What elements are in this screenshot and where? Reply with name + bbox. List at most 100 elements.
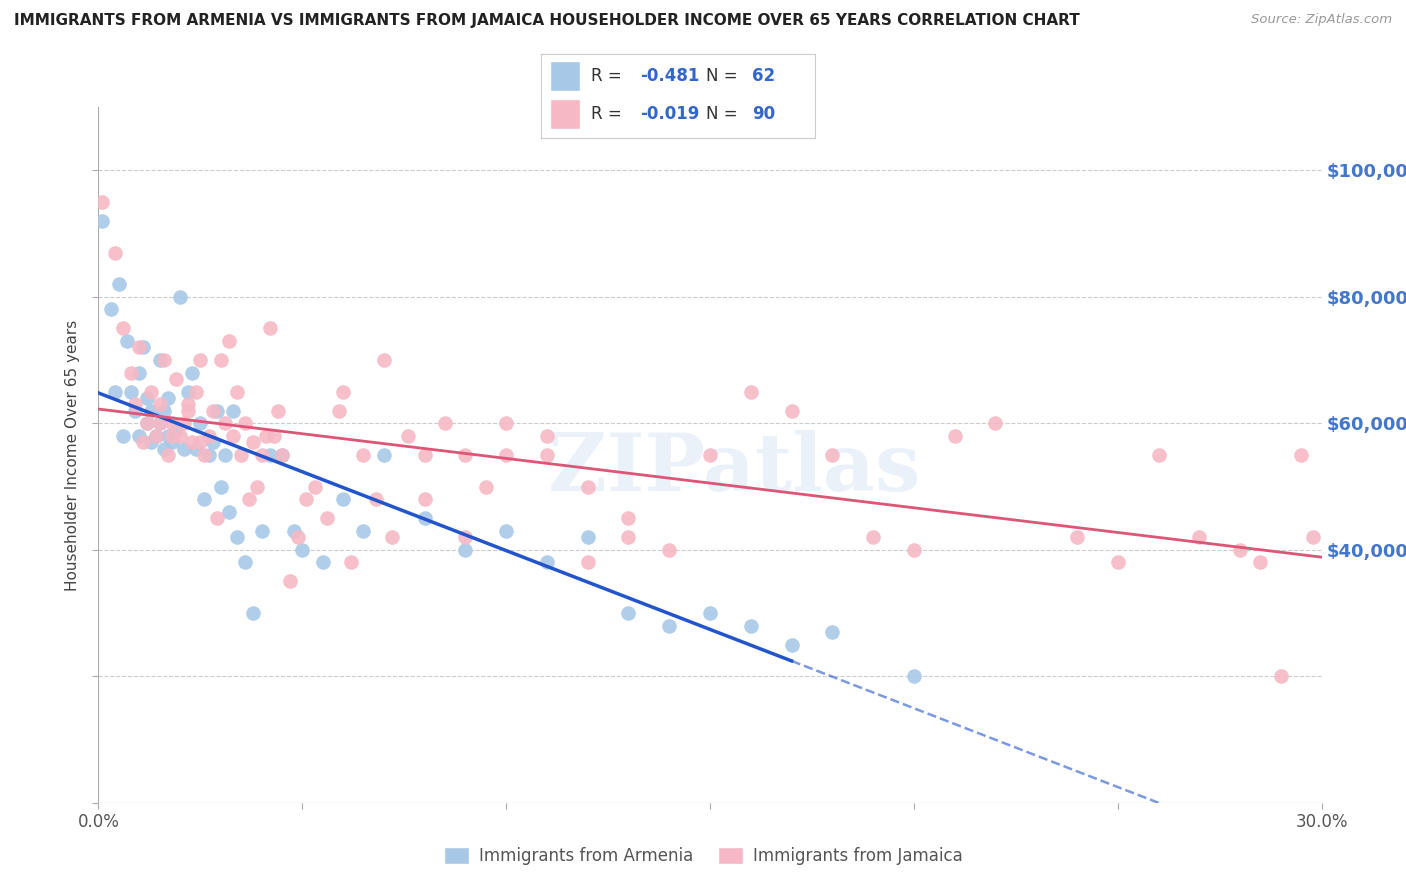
- Point: [699, 448, 721, 462]
- Point: [454, 530, 477, 544]
- Point: [1107, 556, 1129, 570]
- Point: [413, 511, 436, 525]
- Point: [214, 448, 236, 462]
- Point: [169, 290, 191, 304]
- Point: [181, 435, 204, 450]
- Point: [780, 403, 803, 417]
- Point: [173, 417, 195, 431]
- Point: [177, 397, 200, 411]
- Point: [780, 638, 803, 652]
- Point: [233, 556, 256, 570]
- Point: [242, 606, 264, 620]
- Point: [270, 448, 294, 462]
- Point: [495, 417, 517, 431]
- Point: [111, 429, 134, 443]
- Point: [263, 429, 285, 443]
- Point: [740, 618, 762, 632]
- Point: [352, 448, 374, 462]
- Point: [124, 403, 146, 417]
- Point: [270, 448, 294, 462]
- Point: [160, 429, 183, 443]
- Point: [100, 302, 122, 317]
- Point: [1270, 669, 1292, 683]
- Point: [214, 417, 236, 431]
- Point: [222, 403, 245, 417]
- Point: [231, 448, 253, 462]
- Point: [201, 435, 224, 450]
- Point: [617, 511, 640, 525]
- Point: [576, 479, 599, 493]
- Point: [278, 574, 301, 589]
- Point: [315, 511, 337, 525]
- Point: [218, 505, 240, 519]
- Point: [267, 403, 290, 417]
- Point: [495, 448, 517, 462]
- Text: ZIPatlas: ZIPatlas: [548, 430, 921, 508]
- Point: [193, 492, 215, 507]
- Point: [104, 384, 127, 399]
- Point: [218, 334, 240, 348]
- Point: [145, 429, 167, 443]
- Point: [136, 391, 159, 405]
- Point: [201, 403, 224, 417]
- Point: [259, 321, 281, 335]
- Point: [104, 245, 127, 260]
- Point: [434, 417, 457, 431]
- Point: [145, 429, 167, 443]
- Point: [943, 429, 966, 443]
- Point: [740, 384, 762, 399]
- Point: [984, 417, 1007, 431]
- Point: [141, 435, 163, 450]
- Point: [1188, 530, 1211, 544]
- Point: [238, 492, 260, 507]
- Point: [124, 397, 146, 411]
- Point: [699, 606, 721, 620]
- Text: -0.019: -0.019: [640, 105, 699, 123]
- Text: Source: ZipAtlas.com: Source: ZipAtlas.com: [1251, 13, 1392, 27]
- Point: [259, 448, 281, 462]
- Point: [381, 530, 404, 544]
- Bar: [550, 99, 579, 129]
- Point: [188, 353, 212, 368]
- Point: [536, 556, 558, 570]
- Point: [209, 479, 232, 493]
- Point: [304, 479, 326, 493]
- Point: [283, 524, 305, 538]
- Point: [413, 492, 436, 507]
- Point: [149, 353, 172, 368]
- Point: [205, 511, 228, 525]
- Point: [1066, 530, 1088, 544]
- Text: 90: 90: [752, 105, 776, 123]
- Point: [617, 530, 640, 544]
- Point: [169, 429, 191, 443]
- Point: [165, 423, 187, 437]
- Point: [373, 448, 395, 462]
- Point: [186, 442, 208, 456]
- Point: [821, 448, 844, 462]
- Text: R =: R =: [591, 67, 627, 85]
- Point: [108, 277, 131, 292]
- Point: [250, 524, 273, 538]
- Point: [254, 429, 277, 443]
- Text: R =: R =: [591, 105, 627, 123]
- Point: [1229, 542, 1251, 557]
- Text: N =: N =: [706, 105, 742, 123]
- Point: [156, 448, 179, 462]
- Point: [617, 606, 640, 620]
- Point: [111, 321, 134, 335]
- Point: [364, 492, 387, 507]
- Point: [222, 429, 245, 443]
- Point: [576, 556, 599, 570]
- Point: [1302, 530, 1324, 544]
- Point: [821, 625, 844, 640]
- Point: [141, 384, 163, 399]
- Point: [120, 384, 142, 399]
- Point: [91, 194, 114, 209]
- Point: [156, 391, 179, 405]
- Point: [205, 403, 228, 417]
- Point: [181, 366, 204, 380]
- Point: [576, 530, 599, 544]
- Point: [188, 417, 212, 431]
- Point: [226, 384, 249, 399]
- Point: [536, 448, 558, 462]
